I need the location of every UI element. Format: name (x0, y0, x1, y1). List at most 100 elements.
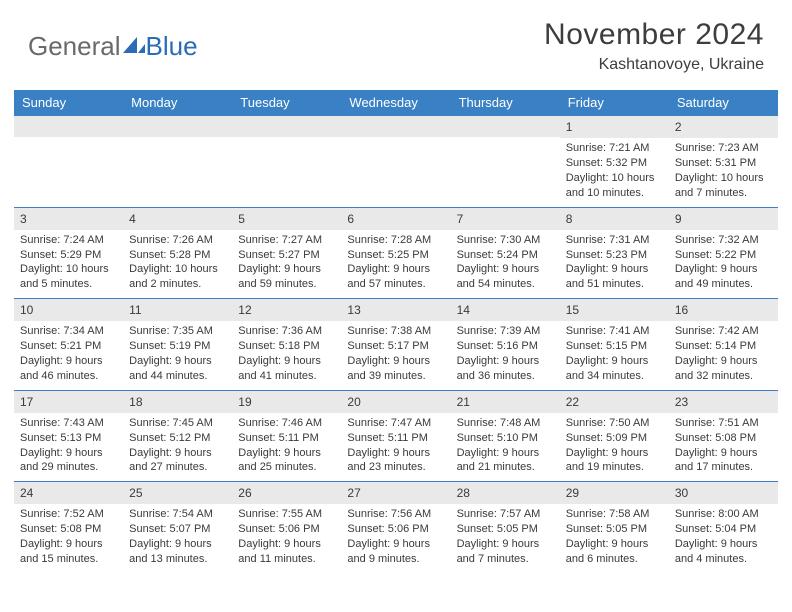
calendar-cell: 3Sunrise: 7:24 AMSunset: 5:29 PMDaylight… (14, 207, 123, 299)
sunset-text: Sunset: 5:15 PM (566, 339, 663, 354)
sunrise-text: Sunrise: 7:48 AM (457, 416, 554, 431)
calendar-cell (14, 115, 123, 207)
sunset-text: Sunset: 5:31 PM (675, 156, 772, 171)
daylight-text: Daylight: 9 hours (347, 354, 444, 369)
sunrise-text: Sunrise: 7:28 AM (347, 233, 444, 248)
daylight-text: Daylight: 9 hours (457, 537, 554, 552)
sunrise-text: Sunrise: 7:56 AM (347, 507, 444, 522)
day-number: 3 (14, 208, 123, 230)
day-number: 24 (14, 482, 123, 504)
day-body: Sunrise: 7:46 AMSunset: 5:11 PMDaylight:… (232, 413, 341, 475)
day-body: Sunrise: 7:27 AMSunset: 5:27 PMDaylight:… (232, 230, 341, 292)
sunset-text: Sunset: 5:18 PM (238, 339, 335, 354)
day-number: 2 (669, 116, 778, 138)
location-text: Kashtanovoye, Ukraine (544, 56, 764, 74)
calendar-cell (341, 115, 450, 207)
sunset-text: Sunset: 5:05 PM (457, 522, 554, 537)
calendar-cell: 16Sunrise: 7:42 AMSunset: 5:14 PMDayligh… (669, 298, 778, 390)
calendar-cell: 15Sunrise: 7:41 AMSunset: 5:15 PMDayligh… (560, 298, 669, 390)
sunrise-text: Sunrise: 7:55 AM (238, 507, 335, 522)
sunset-text: Sunset: 5:19 PM (129, 339, 226, 354)
sunrise-text: Sunrise: 7:26 AM (129, 233, 226, 248)
day-body: Sunrise: 7:45 AMSunset: 5:12 PMDaylight:… (123, 413, 232, 475)
daylight-text: and 17 minutes. (675, 460, 772, 475)
logo: General Blue (28, 31, 198, 62)
day-number: 15 (560, 299, 669, 321)
sunrise-text: Sunrise: 7:41 AM (566, 324, 663, 339)
sunrise-text: Sunrise: 7:47 AM (347, 416, 444, 431)
day-body: Sunrise: 7:47 AMSunset: 5:11 PMDaylight:… (341, 413, 450, 475)
sunset-text: Sunset: 5:21 PM (20, 339, 117, 354)
day-number (232, 116, 341, 137)
daylight-text: Daylight: 9 hours (347, 446, 444, 461)
day-body: Sunrise: 7:35 AMSunset: 5:19 PMDaylight:… (123, 321, 232, 383)
daylight-text: and 32 minutes. (675, 369, 772, 384)
day-body: Sunrise: 7:34 AMSunset: 5:21 PMDaylight:… (14, 321, 123, 383)
day-body: Sunrise: 8:00 AMSunset: 5:04 PMDaylight:… (669, 504, 778, 566)
daylight-text: and 23 minutes. (347, 460, 444, 475)
daylight-text: Daylight: 9 hours (675, 446, 772, 461)
daylight-text: and 39 minutes. (347, 369, 444, 384)
sunrise-text: Sunrise: 8:00 AM (675, 507, 772, 522)
day-number (14, 116, 123, 137)
daylight-text: Daylight: 9 hours (20, 354, 117, 369)
day-number (451, 116, 560, 137)
daylight-text: and 59 minutes. (238, 277, 335, 292)
day-number: 16 (669, 299, 778, 321)
day-number: 27 (341, 482, 450, 504)
sunset-text: Sunset: 5:09 PM (566, 431, 663, 446)
daylight-text: and 7 minutes. (675, 186, 772, 201)
calendar-grid: 1Sunrise: 7:21 AMSunset: 5:32 PMDaylight… (14, 115, 778, 573)
day-number: 8 (560, 208, 669, 230)
daylight-text: and 49 minutes. (675, 277, 772, 292)
calendar-cell: 18Sunrise: 7:45 AMSunset: 5:12 PMDayligh… (123, 390, 232, 482)
calendar-cell: 8Sunrise: 7:31 AMSunset: 5:23 PMDaylight… (560, 207, 669, 299)
calendar-cell: 27Sunrise: 7:56 AMSunset: 5:06 PMDayligh… (341, 481, 450, 573)
sunset-text: Sunset: 5:22 PM (675, 248, 772, 263)
sunset-text: Sunset: 5:16 PM (457, 339, 554, 354)
daylight-text: and 5 minutes. (20, 277, 117, 292)
sunset-text: Sunset: 5:05 PM (566, 522, 663, 537)
day-number: 10 (14, 299, 123, 321)
day-number: 4 (123, 208, 232, 230)
calendar-cell: 19Sunrise: 7:46 AMSunset: 5:11 PMDayligh… (232, 390, 341, 482)
calendar-cell: 13Sunrise: 7:38 AMSunset: 5:17 PMDayligh… (341, 298, 450, 390)
sunset-text: Sunset: 5:06 PM (238, 522, 335, 537)
day-body: Sunrise: 7:26 AMSunset: 5:28 PMDaylight:… (123, 230, 232, 292)
day-number: 11 (123, 299, 232, 321)
sunset-text: Sunset: 5:24 PM (457, 248, 554, 263)
day-number: 12 (232, 299, 341, 321)
day-number: 1 (560, 116, 669, 138)
sunset-text: Sunset: 5:25 PM (347, 248, 444, 263)
sunset-text: Sunset: 5:08 PM (675, 431, 772, 446)
calendar-cell (123, 115, 232, 207)
day-body: Sunrise: 7:41 AMSunset: 5:15 PMDaylight:… (560, 321, 669, 383)
day-body: Sunrise: 7:56 AMSunset: 5:06 PMDaylight:… (341, 504, 450, 566)
day-number: 29 (560, 482, 669, 504)
day-number: 20 (341, 391, 450, 413)
calendar-cell: 26Sunrise: 7:55 AMSunset: 5:06 PMDayligh… (232, 481, 341, 573)
sunrise-text: Sunrise: 7:38 AM (347, 324, 444, 339)
calendar-cell: 7Sunrise: 7:30 AMSunset: 5:24 PMDaylight… (451, 207, 560, 299)
daylight-text: Daylight: 9 hours (238, 446, 335, 461)
sunrise-text: Sunrise: 7:21 AM (566, 141, 663, 156)
sunrise-text: Sunrise: 7:39 AM (457, 324, 554, 339)
day-header: Wednesday (341, 90, 450, 115)
sunrise-text: Sunrise: 7:45 AM (129, 416, 226, 431)
day-header-row: Sunday Monday Tuesday Wednesday Thursday… (14, 90, 778, 115)
day-header: Monday (123, 90, 232, 115)
day-number: 22 (560, 391, 669, 413)
day-header: Saturday (669, 90, 778, 115)
day-body: Sunrise: 7:24 AMSunset: 5:29 PMDaylight:… (14, 230, 123, 292)
daylight-text: Daylight: 9 hours (457, 354, 554, 369)
day-body: Sunrise: 7:30 AMSunset: 5:24 PMDaylight:… (451, 230, 560, 292)
day-body: Sunrise: 7:51 AMSunset: 5:08 PMDaylight:… (669, 413, 778, 475)
calendar-cell: 17Sunrise: 7:43 AMSunset: 5:13 PMDayligh… (14, 390, 123, 482)
sunrise-text: Sunrise: 7:50 AM (566, 416, 663, 431)
daylight-text: Daylight: 9 hours (238, 262, 335, 277)
sunrise-text: Sunrise: 7:52 AM (20, 507, 117, 522)
daylight-text: and 29 minutes. (20, 460, 117, 475)
sunset-text: Sunset: 5:11 PM (238, 431, 335, 446)
calendar-cell: 2Sunrise: 7:23 AMSunset: 5:31 PMDaylight… (669, 115, 778, 207)
daylight-text: Daylight: 10 hours (129, 262, 226, 277)
